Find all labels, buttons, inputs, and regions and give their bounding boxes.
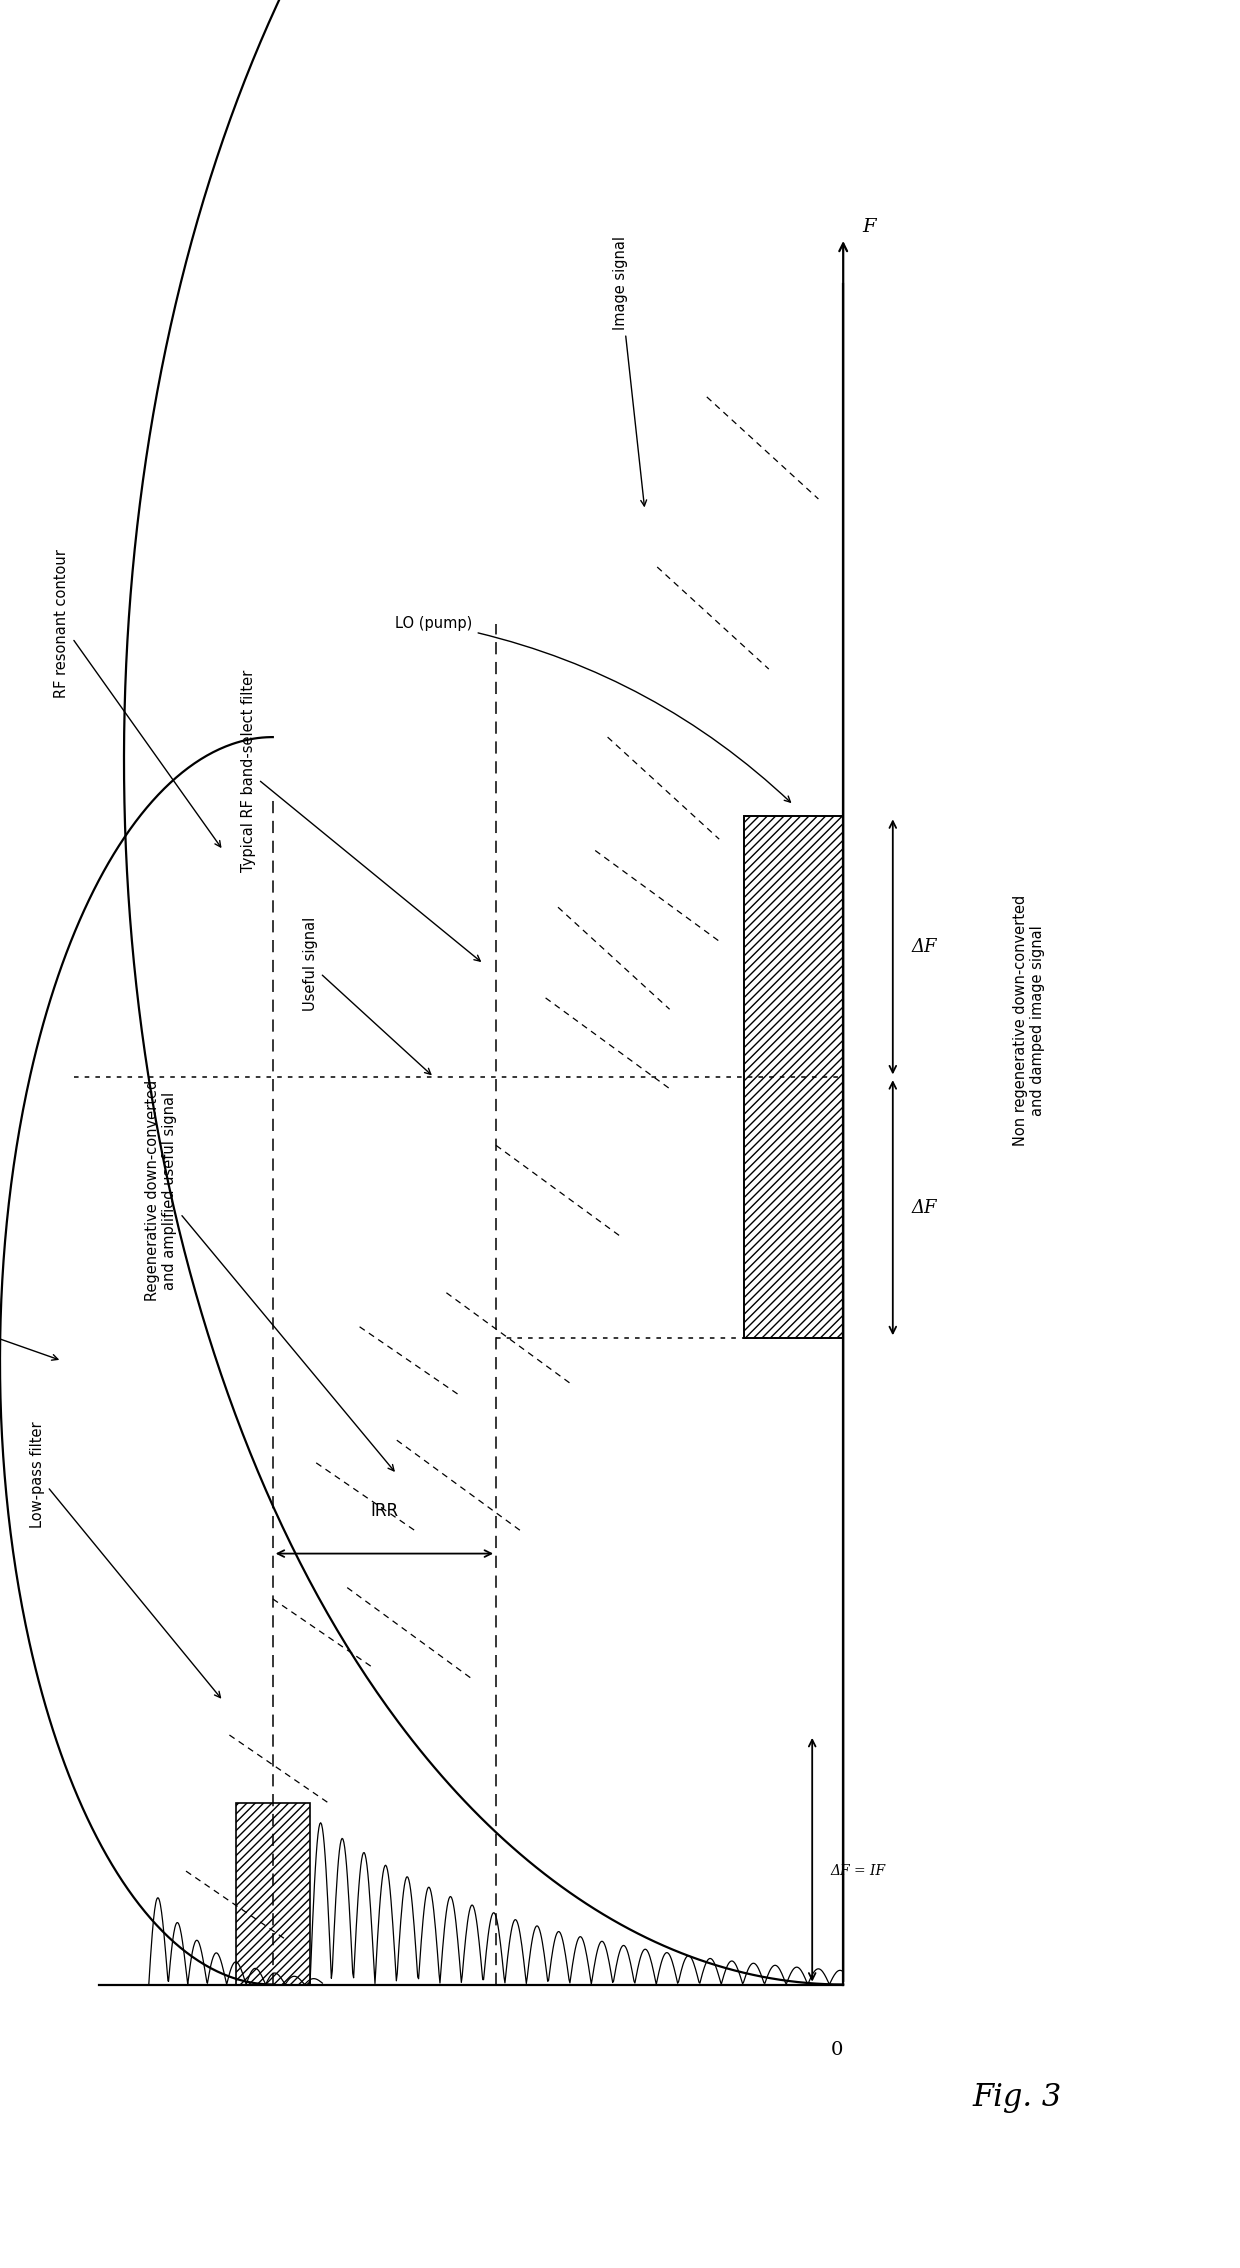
Text: Image signal: Image signal bbox=[613, 236, 646, 506]
Bar bbox=[236, 1803, 310, 1984]
Bar bbox=[744, 816, 843, 1338]
Text: Useful signal: Useful signal bbox=[303, 916, 430, 1075]
Text: ΔF = IF: ΔF = IF bbox=[831, 1864, 885, 1878]
Text: 0: 0 bbox=[831, 2041, 843, 2059]
Text: IRR: IRR bbox=[371, 1501, 398, 1520]
Text: Fig. 3: Fig. 3 bbox=[972, 2082, 1061, 2114]
Text: IF resonant contour: IF resonant contour bbox=[0, 1232, 58, 1377]
Text: RF resonant contour: RF resonant contour bbox=[55, 549, 221, 846]
Text: F: F bbox=[862, 218, 875, 236]
Text: ΔF: ΔF bbox=[911, 1200, 937, 1216]
Text: Typical RF band-select filter: Typical RF band-select filter bbox=[241, 669, 480, 962]
Text: LO (pump): LO (pump) bbox=[396, 617, 790, 803]
Text: ΔF: ΔF bbox=[911, 939, 937, 955]
Text: Low-pass filter: Low-pass filter bbox=[30, 1420, 221, 1699]
Text: Regenerative down-converted
and amplified useful signal: Regenerative down-converted and amplifie… bbox=[145, 1080, 394, 1472]
Text: Non regenerative down-converted
and damped image signal: Non regenerative down-converted and damp… bbox=[1013, 896, 1045, 1145]
